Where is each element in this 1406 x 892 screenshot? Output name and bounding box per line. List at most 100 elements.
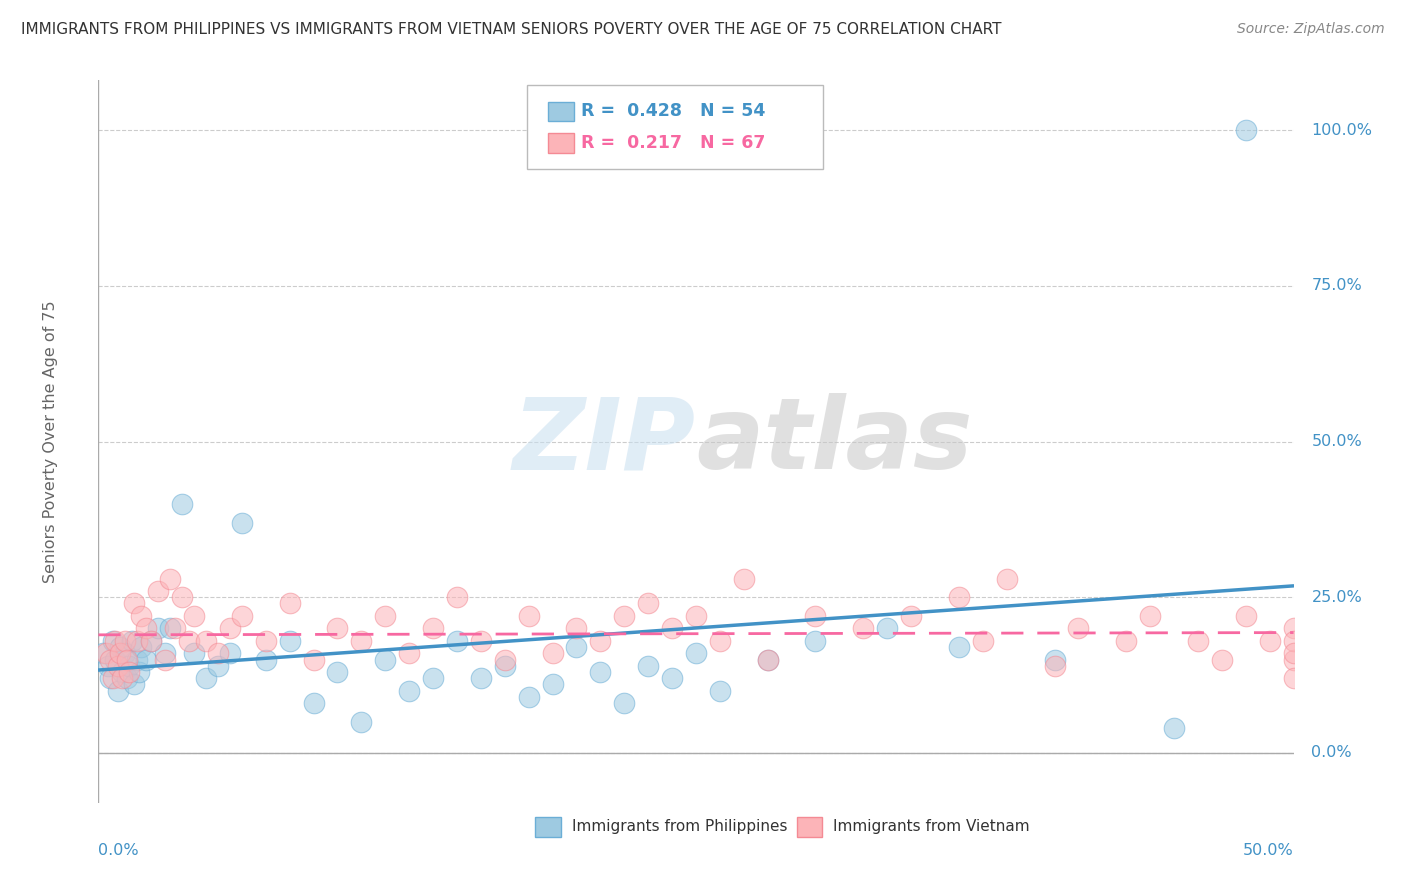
Point [115, 652, 138, 666]
Point [159, 572, 181, 586]
Point [422, 671, 444, 685]
Text: atlas: atlas [696, 393, 973, 490]
Text: ZIP: ZIP [513, 393, 696, 490]
Point [756, 652, 779, 666]
Point [91, 646, 114, 660]
Point [111, 665, 134, 679]
Point [278, 597, 301, 611]
Text: 50.0%: 50.0% [1243, 843, 1294, 857]
Point [139, 633, 162, 648]
Text: R =  0.217   N = 67: R = 0.217 N = 67 [581, 134, 765, 152]
Point [104, 652, 127, 666]
Point [494, 658, 516, 673]
Point [107, 658, 129, 673]
Point [115, 671, 138, 685]
Text: Immigrants from Vietnam: Immigrants from Vietnam [834, 820, 1031, 834]
Point [231, 609, 253, 624]
Point [972, 633, 994, 648]
Point [254, 633, 277, 648]
Point [589, 633, 612, 648]
Point [1043, 658, 1066, 673]
Point [374, 609, 396, 624]
Point [125, 633, 148, 648]
Point [1115, 633, 1137, 648]
Point [637, 658, 659, 673]
Text: 75.0%: 75.0% [1312, 278, 1362, 293]
Point [131, 609, 153, 624]
Point [124, 597, 146, 611]
Point [101, 633, 124, 648]
Point [565, 640, 588, 654]
Point [494, 652, 516, 666]
Point [685, 646, 707, 660]
Point [685, 609, 707, 624]
Point [125, 652, 148, 666]
Point [108, 640, 131, 654]
Point [709, 633, 731, 648]
Point [589, 665, 612, 679]
Point [398, 683, 420, 698]
Point [517, 690, 540, 704]
Text: 50.0%: 50.0% [1312, 434, 1362, 449]
Point [541, 646, 564, 660]
Point [948, 591, 970, 605]
Point [900, 609, 922, 624]
Point [159, 621, 181, 635]
Point [326, 665, 349, 679]
Point [1139, 609, 1161, 624]
Point [302, 696, 325, 710]
Point [148, 584, 170, 599]
Point [541, 677, 564, 691]
Point [422, 621, 444, 635]
Point [446, 633, 468, 648]
Point [128, 665, 150, 679]
Point [446, 591, 468, 605]
Text: R =  0.428   N = 54: R = 0.428 N = 54 [581, 103, 765, 120]
Point [108, 646, 131, 660]
Point [1187, 633, 1209, 648]
Point [613, 609, 636, 624]
Point [139, 633, 162, 648]
Point [302, 652, 325, 666]
Point [326, 621, 349, 635]
Text: 100.0%: 100.0% [1312, 122, 1372, 137]
Text: Seniors Poverty Over the Age of 75: Seniors Poverty Over the Age of 75 [44, 301, 58, 582]
Point [207, 646, 229, 660]
Point [195, 633, 218, 648]
Point [124, 677, 146, 691]
Text: 0.0%: 0.0% [1312, 746, 1353, 761]
Point [565, 621, 588, 635]
Point [172, 591, 194, 605]
Point [756, 652, 779, 666]
Point [1234, 609, 1257, 624]
Point [350, 714, 373, 729]
Point [101, 671, 124, 685]
Point [98, 652, 122, 666]
Point [637, 597, 659, 611]
Point [195, 671, 218, 685]
Point [613, 696, 636, 710]
Point [948, 640, 970, 654]
Point [1282, 652, 1305, 666]
Point [1234, 123, 1257, 137]
Point [254, 652, 277, 666]
Point [852, 621, 875, 635]
Point [118, 665, 141, 679]
Text: Source: ZipAtlas.com: Source: ZipAtlas.com [1237, 22, 1385, 37]
Point [121, 633, 143, 648]
Point [163, 621, 186, 635]
Point [733, 572, 755, 586]
Point [398, 646, 420, 660]
Point [1163, 721, 1185, 735]
Point [470, 671, 492, 685]
Point [350, 633, 373, 648]
Point [1211, 652, 1233, 666]
Point [804, 609, 827, 624]
Point [219, 621, 242, 635]
Point [231, 516, 253, 530]
Point [179, 633, 201, 648]
Point [118, 658, 141, 673]
Point [135, 621, 157, 635]
Point [114, 633, 136, 648]
Point [155, 652, 177, 666]
